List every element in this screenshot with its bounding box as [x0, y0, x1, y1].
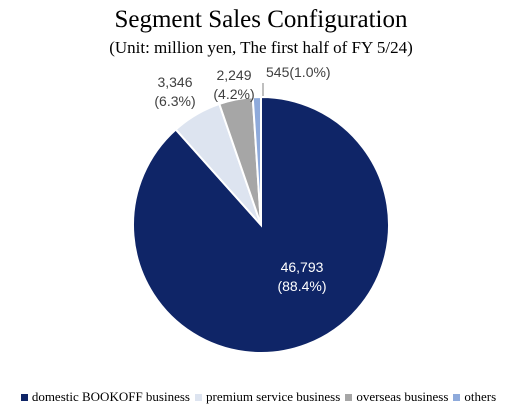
- data-label-percent-premium-service: (6.3%): [154, 93, 195, 109]
- data-label-value-domestic-bookoff: 46,793: [281, 259, 324, 275]
- legend-item-others: others: [453, 389, 496, 405]
- pie-slice-others: [251, 95, 262, 226]
- pie-chart: 46,793 (88.4%) 3,346 (6.3%) 2,249 (4.2%) 545(1…: [132, 64, 390, 354]
- legend-swatch-overseas: [345, 393, 353, 401]
- pie-labels: 46,793 (88.4%) 3,346 (6.3%) 2,249 (4.2%) 545(1…: [154, 64, 330, 294]
- chart-title: Segment Sales Configuration: [114, 6, 408, 33]
- legend-item-domestic-bookoff: domestic BOOKOFF business: [20, 389, 190, 405]
- data-label-percent-domestic-bookoff: (88.4%): [277, 278, 326, 294]
- legend-swatch-others: [453, 393, 461, 401]
- legend-label-domestic-bookoff: domestic BOOKOFF business: [31, 389, 190, 404]
- legend-item-premium-service: premium service business: [195, 389, 340, 405]
- legend-label-others: others: [464, 389, 497, 404]
- chart-subtitle: (Unit: million yen, The first half of FY…: [109, 38, 413, 57]
- legend-swatch-domestic-bookoff: [20, 393, 28, 401]
- data-label-others: 545(1.0%): [266, 64, 331, 80]
- data-label-value-overseas: 2,249: [216, 67, 251, 83]
- data-label-percent-overseas: (4.2%): [213, 86, 254, 102]
- pie-slices: [132, 95, 390, 354]
- data-label-value-premium-service: 3,346: [157, 74, 192, 90]
- legend-label-overseas: overseas business: [356, 389, 449, 404]
- legend-label-premium-service: premium service business: [206, 389, 341, 404]
- legend-item-overseas: overseas business: [345, 389, 448, 405]
- legend-swatch-premium-service: [195, 393, 202, 401]
- chart-legend: domestic BOOKOFF business premium service…: [0, 389, 522, 405]
